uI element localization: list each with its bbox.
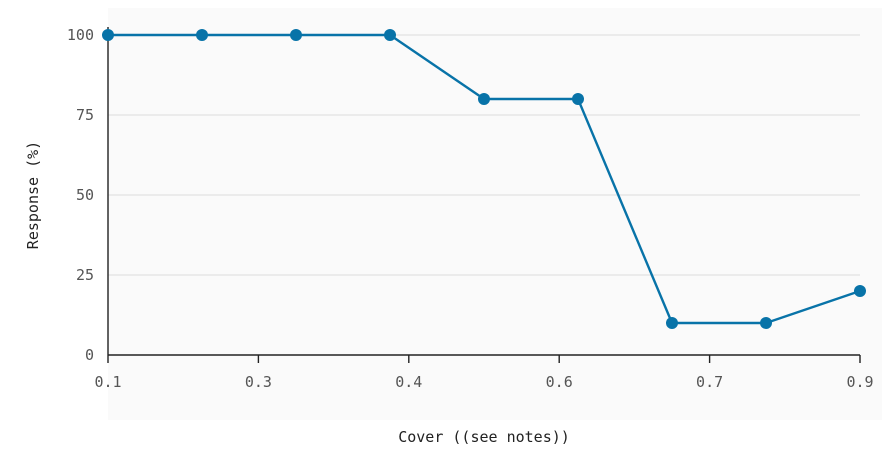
y-tick-label: 75 [76,106,94,124]
y-axis-ticks: 0 25 50 75 100 [67,26,94,364]
x-tick-label: 0.4 [395,373,422,391]
x-axis-ticks: 0.1 0.3 0.4 0.6 0.7 0.9 [94,355,874,391]
data-point [102,29,114,41]
y-tick-label: 0 [85,346,94,364]
y-tick-label: 100 [67,26,94,44]
data-point [760,317,772,329]
data-point [666,317,678,329]
data-point [572,93,584,105]
x-tick-label: 0.7 [696,373,723,391]
y-tick-label: 25 [76,266,94,284]
x-tick-label: 0.3 [245,373,272,391]
series-layer [102,29,866,329]
data-point [854,285,866,297]
x-axis-title: Cover ((see notes)) [398,428,570,446]
x-tick-label: 0.1 [94,373,121,391]
x-tick-label: 0.6 [546,373,573,391]
axes [107,27,860,356]
data-point [290,29,302,41]
y-axis-title: Response (%) [24,141,42,249]
data-point [478,93,490,105]
y-tick-label: 50 [76,186,94,204]
data-point [196,29,208,41]
data-point [384,29,396,41]
x-tick-label: 0.9 [846,373,873,391]
plot-area [108,8,882,420]
